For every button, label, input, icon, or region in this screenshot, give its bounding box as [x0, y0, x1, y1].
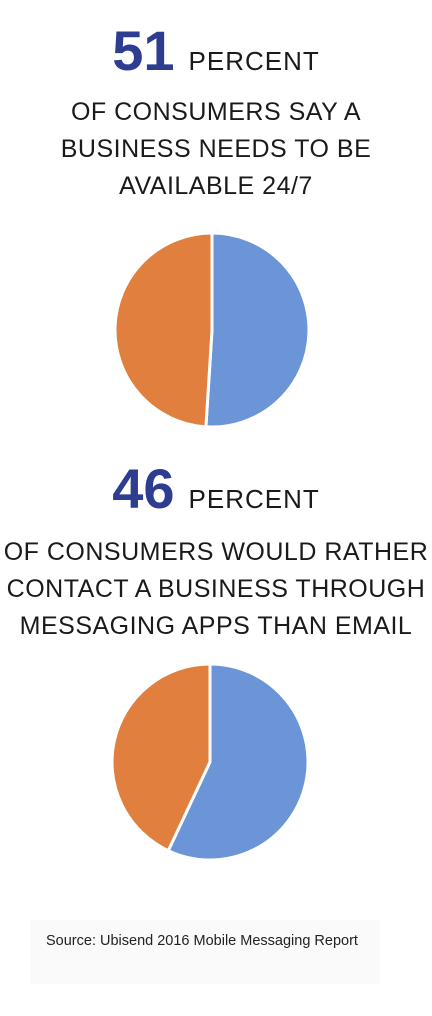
stat-1-number: 51 — [112, 19, 175, 82]
stat-1-claim-line-3: AVAILABLE 24/7 — [119, 172, 313, 200]
pie-chart-2 — [110, 662, 310, 862]
stat-2-headline: 46 PERCENT — [0, 456, 432, 521]
pie-2-slice-1 — [166, 662, 310, 862]
stat-2-claim: OF CONSUMERS WOULD RATHER CONTACT A BUSI… — [0, 534, 432, 645]
source-text: Source: Ubisend 2016 Mobile Messaging Re… — [46, 933, 358, 949]
pie-chart-1 — [113, 231, 311, 429]
stat-2-number: 46 — [112, 457, 175, 520]
stat-1-claim-line-2: BUSINESS NEEDS TO BE — [60, 135, 372, 163]
stat-2-claim-line-3: MESSAGING APPS THAN EMAIL — [19, 612, 413, 640]
stat-1-unit: PERCENT — [188, 46, 320, 76]
source-box: Source: Ubisend 2016 Mobile Messaging Re… — [30, 920, 380, 984]
stat-2-claim-line-1: OF CONSUMERS WOULD RATHER — [3, 538, 429, 566]
stat-1-headline: 51 PERCENT — [0, 18, 432, 83]
pie-1-slice-1 — [204, 231, 311, 429]
stat-2-unit: PERCENT — [188, 484, 320, 514]
stat-1-claim: OF CONSUMERS SAY A BUSINESS NEEDS TO BE … — [0, 94, 432, 205]
stat-2-claim-line-2: CONTACT A BUSINESS THROUGH — [6, 575, 426, 603]
stat-1-claim-line-1: OF CONSUMERS SAY A — [70, 98, 362, 126]
pie-2-slice-2 — [110, 662, 212, 853]
pie-1-slice-2 — [113, 231, 214, 429]
